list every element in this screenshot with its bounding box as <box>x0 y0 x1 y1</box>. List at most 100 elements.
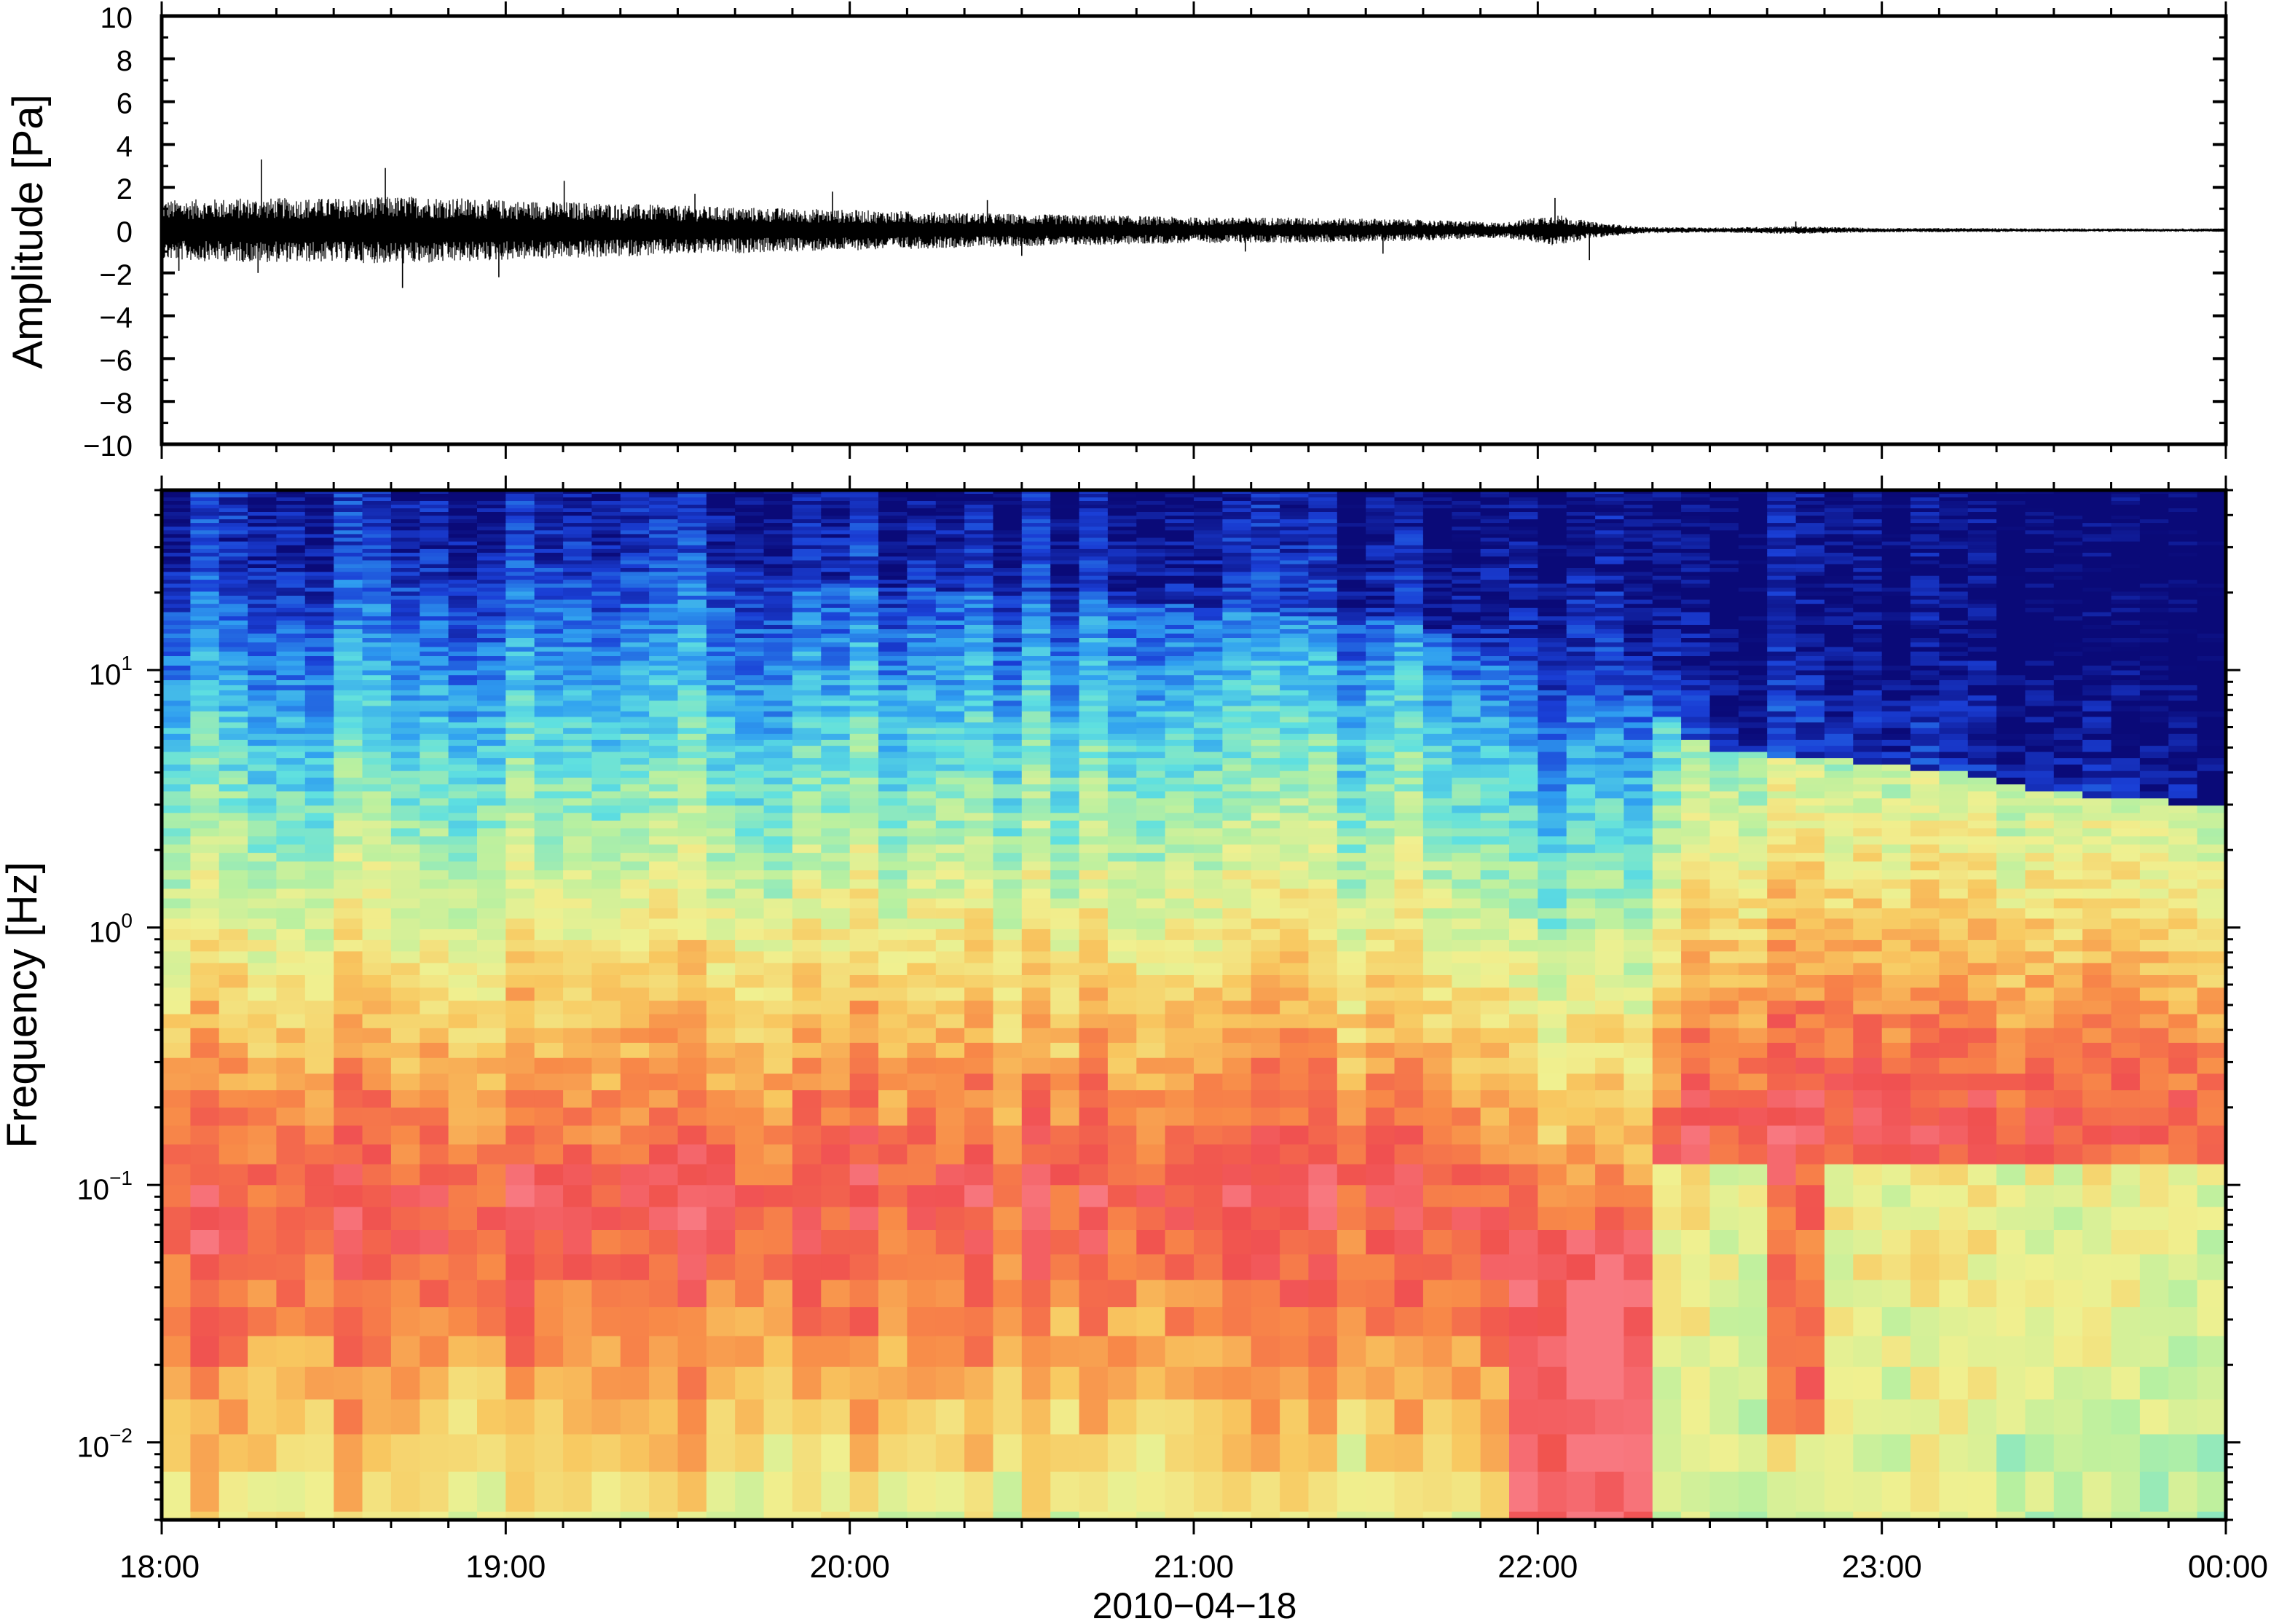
spectrogram-cell <box>993 612 1023 618</box>
spectrogram-cell <box>878 494 908 498</box>
spectrogram-cell <box>1165 497 1194 502</box>
spectrogram-cell <box>1050 758 1080 765</box>
spectrogram-cell <box>1050 587 1080 593</box>
spectrogram-cell <box>1308 770 1338 779</box>
spectrogram-cell <box>964 501 994 505</box>
spectrogram-cell <box>706 828 736 837</box>
spectrogram-cell <box>591 512 621 516</box>
spectrogram-cell <box>591 1307 621 1337</box>
spectrogram-cell <box>1079 527 1109 532</box>
spectrogram-cell <box>878 612 908 618</box>
spectrogram-cell <box>935 1307 965 1337</box>
spectrogram-cell <box>248 1107 278 1127</box>
spectrogram-cell <box>219 591 248 596</box>
spectrogram-cell <box>649 553 679 557</box>
spectrogram-cell <box>304 556 334 561</box>
spectrogram-cell <box>162 575 192 580</box>
spectrogram-cell <box>1280 1090 1310 1108</box>
spectrogram-cell <box>964 1471 994 1513</box>
spectrogram-cell <box>1280 680 1310 686</box>
spectrogram-cell <box>1280 844 1310 854</box>
spectrogram-cell <box>907 1001 937 1015</box>
spectrogram-cell <box>1394 548 1424 553</box>
spectrogram-cell <box>390 572 421 577</box>
spectrogram-cell <box>248 1336 278 1368</box>
spectrogram-cell <box>1021 575 1051 580</box>
spectrogram-cell <box>1394 695 1424 701</box>
spectrogram-cell <box>1079 758 1109 765</box>
spectrogram-cell <box>620 695 650 701</box>
spectrogram-cell <box>964 666 994 671</box>
spectrogram-cell <box>591 494 621 498</box>
spectrogram-cell <box>763 638 793 643</box>
spectrogram-cell <box>477 642 507 648</box>
spectrogram-cell <box>1079 666 1109 671</box>
spectrogram-cell <box>162 975 192 988</box>
spectrogram-cell <box>563 530 593 535</box>
spectrogram-cell <box>1308 575 1338 580</box>
spectrogram-cell <box>878 527 908 532</box>
spectrogram-cell <box>248 516 278 520</box>
spectrogram-cell <box>993 1254 1023 1281</box>
spectrogram-cell <box>1337 770 1366 779</box>
spectrogram-cell <box>1222 1028 1252 1044</box>
spectrogram-cell <box>993 1057 1023 1075</box>
spectrogram-cell <box>1280 1366 1310 1400</box>
spectrogram-cell <box>420 1336 449 1368</box>
spectrogram-cell <box>763 951 793 964</box>
spectrogram-cell <box>792 770 822 779</box>
spectrogram-cell <box>334 651 363 657</box>
spectrogram-cell <box>334 1471 363 1513</box>
spectrogram-cell <box>448 1001 478 1015</box>
spectrogram-cell <box>1107 844 1138 854</box>
spectrogram-cell <box>534 607 564 613</box>
spectrogram-cell <box>878 1336 908 1368</box>
spectrogram-cell <box>964 530 994 535</box>
spectrogram-cell <box>1308 777 1338 785</box>
spectrogram-cell <box>276 1185 306 1208</box>
spectrogram-cell <box>334 587 363 593</box>
spectrogram-cell <box>1251 685 1280 691</box>
spectrogram-cell <box>849 888 879 899</box>
spectrogram-cell <box>993 798 1023 806</box>
spectrogram-cell <box>1194 656 1224 662</box>
spectrogram-cell <box>390 661 421 666</box>
spectrogram-cell <box>1194 508 1224 513</box>
spectrogram-cell <box>248 583 278 588</box>
spectrogram-cell <box>390 1107 421 1127</box>
spectrogram-cell <box>563 746 593 753</box>
spectrogram-cell <box>304 545 334 550</box>
spectrogram-cell <box>649 607 679 613</box>
spectrogram-cell <box>276 560 306 565</box>
spectrogram-cell <box>1021 656 1051 662</box>
spectrogram-cell <box>505 1073 535 1091</box>
spectrogram-cell <box>735 564 765 569</box>
spectrogram-cell <box>1337 530 1366 535</box>
spectrogram-cell <box>505 572 535 577</box>
spectrogram-cell <box>1136 1399 1166 1435</box>
spectrogram-cell <box>735 501 765 505</box>
spectrogram-cell <box>907 490 937 494</box>
spectrogram-cell <box>563 568 593 573</box>
spectrogram-cell <box>304 805 334 814</box>
spectrogram-cell <box>276 690 306 696</box>
spectrogram-cell <box>1050 638 1080 643</box>
spectrogram-cell <box>907 898 937 910</box>
spectrogram-cell <box>993 1028 1023 1044</box>
spectrogram-cell <box>534 596 564 601</box>
spectrogram-cell <box>362 553 392 557</box>
spectrogram-cell <box>935 564 965 569</box>
spectrogram-cell <box>276 1511 306 1520</box>
spectrogram-cell <box>706 527 736 532</box>
spectrogram-cell <box>190 497 220 502</box>
spectrogram-cell <box>477 1307 507 1337</box>
spectrogram-cell <box>563 670 593 676</box>
spectrogram-cell <box>591 722 621 729</box>
spectrogram-cell <box>448 728 478 735</box>
spectrogram-cell <box>649 651 679 657</box>
spectrogram-cell <box>390 560 421 565</box>
spectrogram-cell <box>1050 1511 1080 1520</box>
spectrogram-cell <box>219 675 248 681</box>
spectrogram-cell <box>763 1336 793 1368</box>
spectrogram-cell <box>706 537 736 543</box>
